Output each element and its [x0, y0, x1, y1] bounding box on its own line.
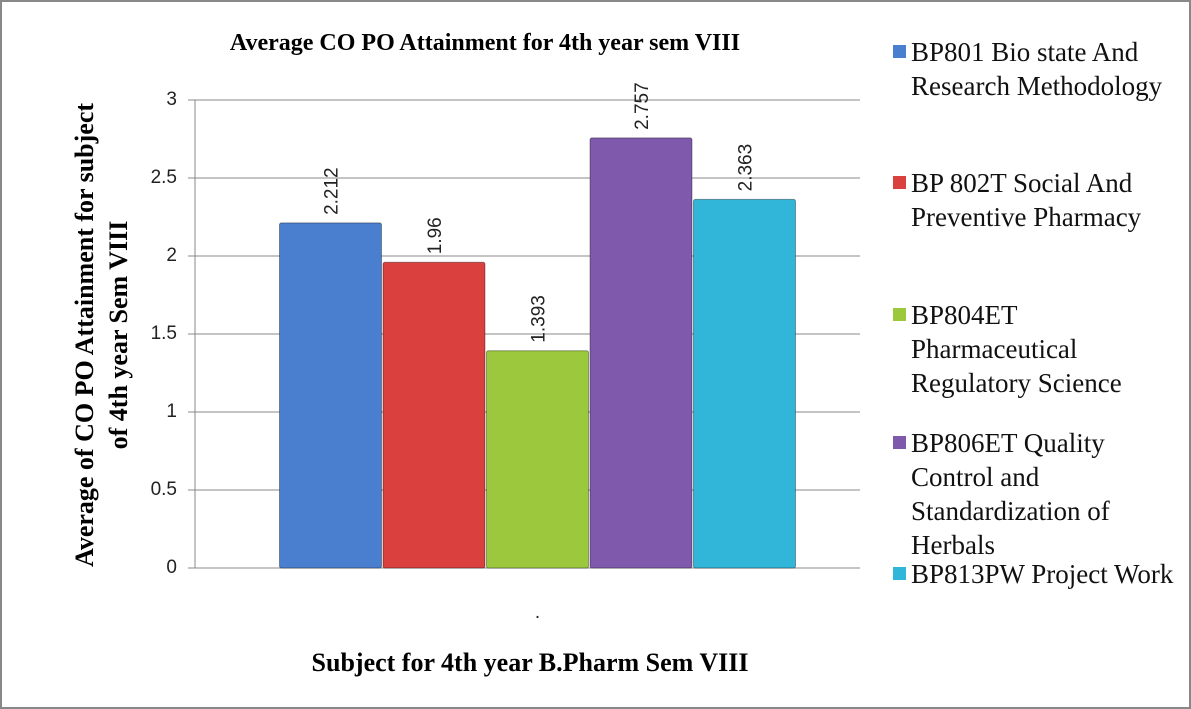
- legend-swatch: [893, 567, 906, 580]
- bar: [279, 222, 382, 569]
- bar: [693, 198, 796, 569]
- value-label: 1.96: [425, 217, 446, 254]
- legend-label: BP813PW Project Work: [911, 559, 1174, 589]
- bar: [382, 261, 486, 569]
- value-label: 2.363: [736, 144, 757, 192]
- legend-item: BP806ET Quality Control and Standardizat…: [893, 426, 1175, 562]
- chart-title: Average CO PO Attainment for 4th year se…: [229, 30, 741, 56]
- y-tick-label: 3: [166, 89, 177, 110]
- legend-label: BP 802T Social And Preventive Pharmacy: [911, 168, 1142, 232]
- y-tick-label: 1: [166, 401, 177, 422]
- legend-swatch: [893, 45, 906, 58]
- value-label: 1.393: [529, 295, 550, 343]
- y-tick-label: 0.5: [151, 479, 177, 500]
- bar: [589, 137, 693, 569]
- x-tick-label: .: [535, 602, 540, 623]
- legend-label: BP801 Bio state And Research Methodology: [911, 37, 1163, 101]
- y-tick-label: 1.5: [151, 323, 177, 344]
- value-label: 2.757: [632, 82, 653, 130]
- y-tick-label: 0: [166, 557, 177, 578]
- legend-swatch: [893, 176, 906, 189]
- y-tick-label: 2.5: [151, 167, 177, 188]
- legend-item: BP 802T Social And Preventive Pharmacy: [893, 166, 1175, 234]
- legend-label: BP804ET Pharmaceutical Regulatory Scienc…: [911, 300, 1122, 398]
- legend-swatch: [893, 308, 906, 321]
- bar: [486, 350, 589, 569]
- legend-swatch: [893, 436, 906, 449]
- value-label: 2.212: [322, 167, 343, 215]
- y-tick-label: 2: [166, 245, 177, 266]
- x-axis-title: Subject for 4th year B.Pharm Sem VIII: [311, 648, 749, 677]
- legend-label: BP806ET Quality Control and Standardizat…: [911, 428, 1110, 560]
- legend-item: BP804ET Pharmaceutical Regulatory Scienc…: [893, 298, 1175, 400]
- legend-item: BP801 Bio state And Research Methodology: [893, 35, 1175, 103]
- legend-item: BP813PW Project Work: [893, 557, 1175, 591]
- y-axis-title: Average of CO PO Attainment for subject …: [70, 102, 133, 568]
